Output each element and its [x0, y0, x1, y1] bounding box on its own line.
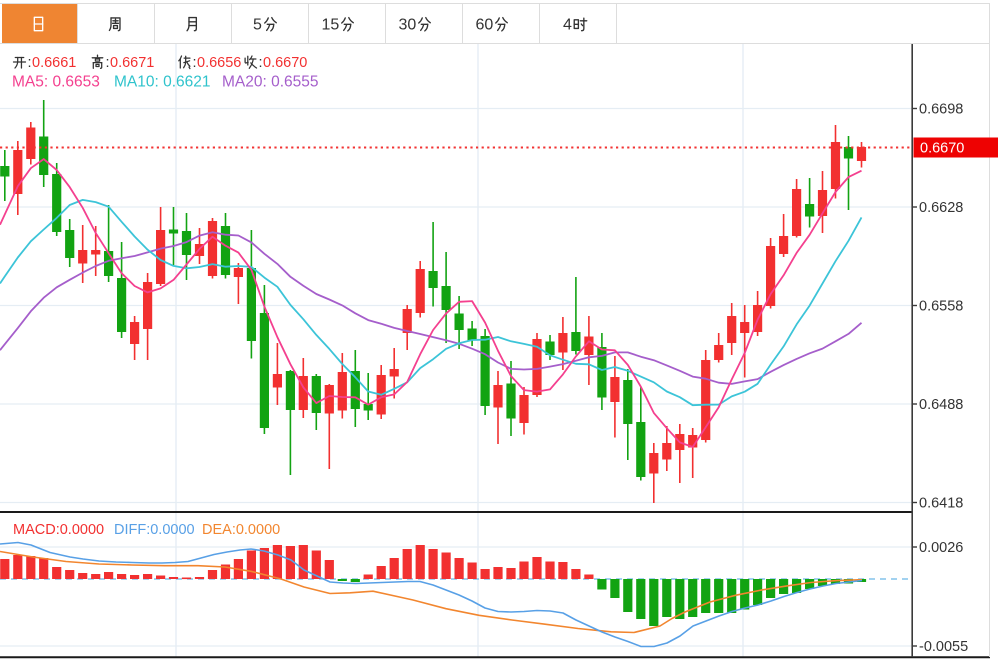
- svg-text:5: 5: [253, 17, 262, 34]
- svg-text::0.6671: :0.6671: [106, 55, 155, 71]
- svg-text::0.6656: :0.6656: [193, 55, 242, 71]
- svg-text:0.0026: 0.0026: [919, 540, 963, 556]
- svg-text:0.6488: 0.6488: [919, 397, 963, 413]
- svg-text:-0.0055: -0.0055: [919, 639, 968, 655]
- svg-text:0.6558: 0.6558: [919, 299, 963, 315]
- svg-text:15: 15: [322, 17, 340, 34]
- svg-text::0.6670: :0.6670: [259, 55, 308, 71]
- svg-text::0.6661: :0.6661: [28, 55, 77, 71]
- svg-text:0.6418: 0.6418: [919, 496, 963, 512]
- svg-text:0.6670: 0.6670: [920, 141, 964, 157]
- svg-text:0.6628: 0.6628: [919, 200, 963, 216]
- svg-text:0.6698: 0.6698: [919, 102, 963, 118]
- svg-text:4: 4: [563, 17, 572, 34]
- svg-text:60: 60: [476, 17, 494, 34]
- svg-text:30: 30: [399, 17, 417, 34]
